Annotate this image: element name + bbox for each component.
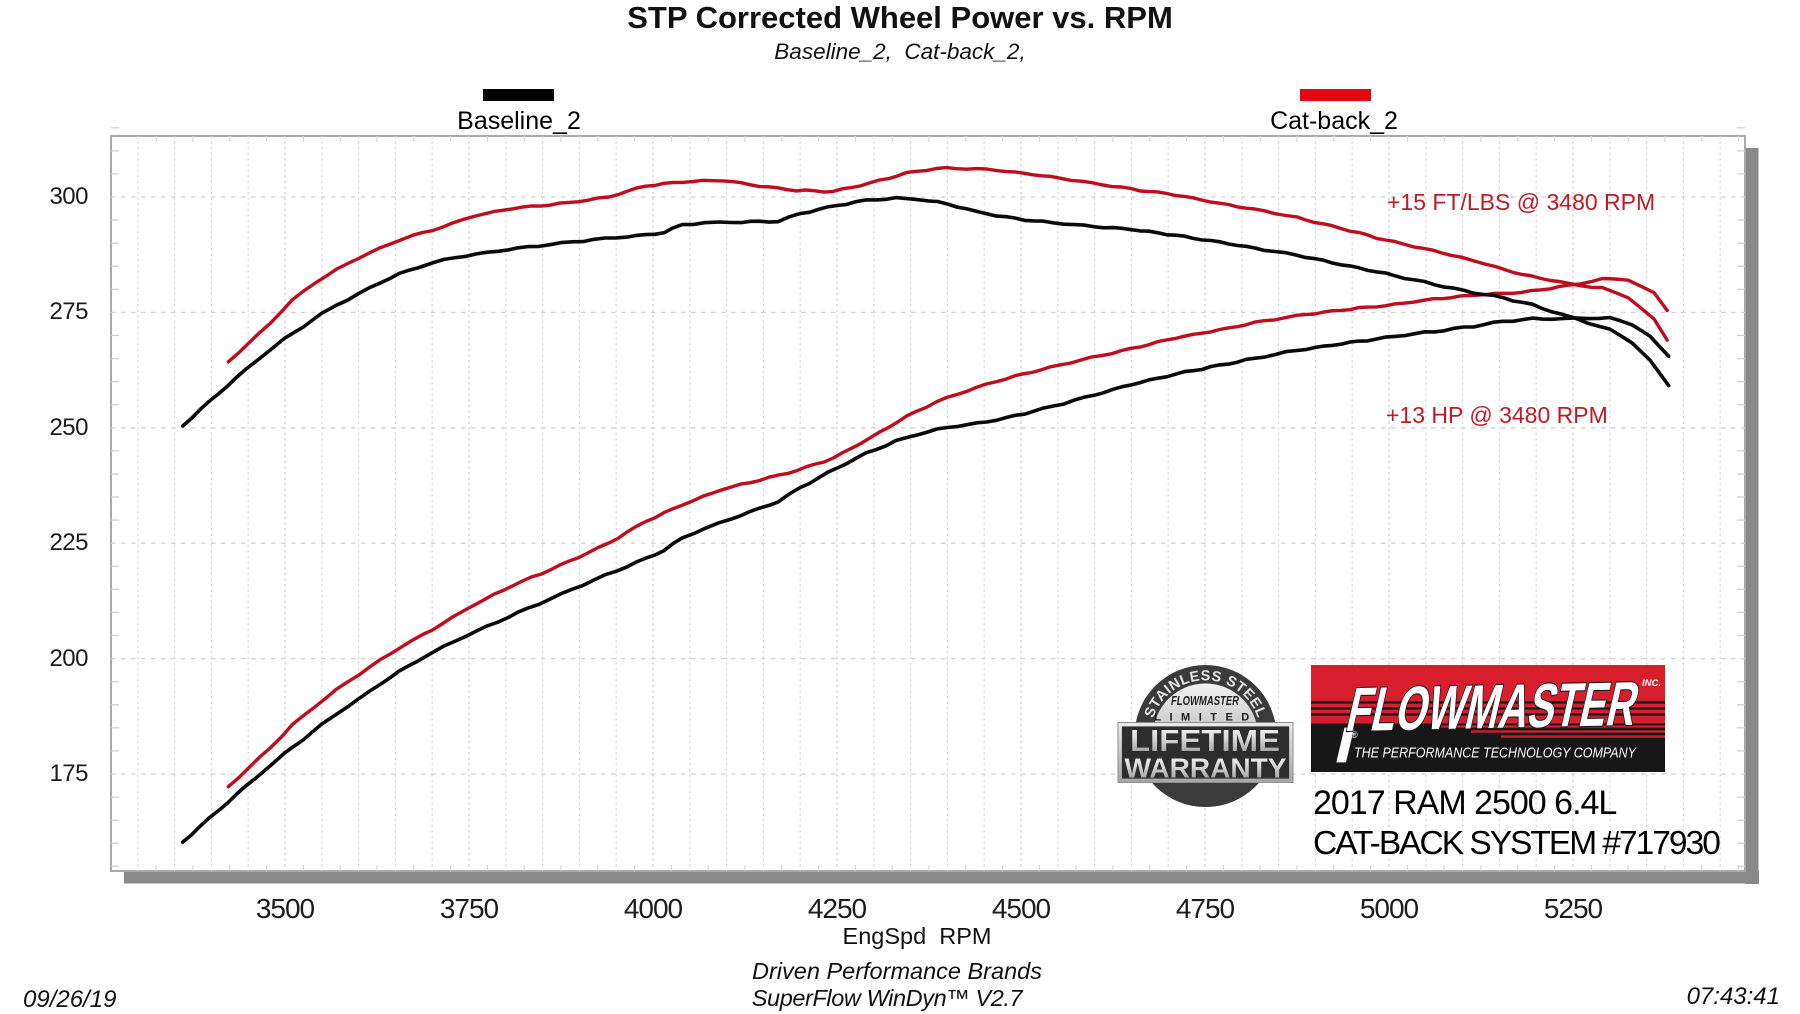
svg-text:THE PERFORMANCE TECHNOLOGY COM: THE PERFORMANCE TECHNOLOGY COMPANY [1354, 746, 1637, 762]
svg-text:FLOWMASTER: FLOWMASTER [1341, 670, 1646, 745]
svg-text:LIMITED: LIMITED [1154, 712, 1258, 724]
svg-text:®: ® [1351, 730, 1358, 740]
svg-text:INC.: INC. [1642, 678, 1661, 689]
svg-text:WARRANTY: WARRANTY [1125, 753, 1287, 784]
svg-text:LIFETIME: LIFETIME [1130, 723, 1280, 758]
svg-text:FLOWMASTER: FLOWMASTER [1171, 693, 1239, 708]
